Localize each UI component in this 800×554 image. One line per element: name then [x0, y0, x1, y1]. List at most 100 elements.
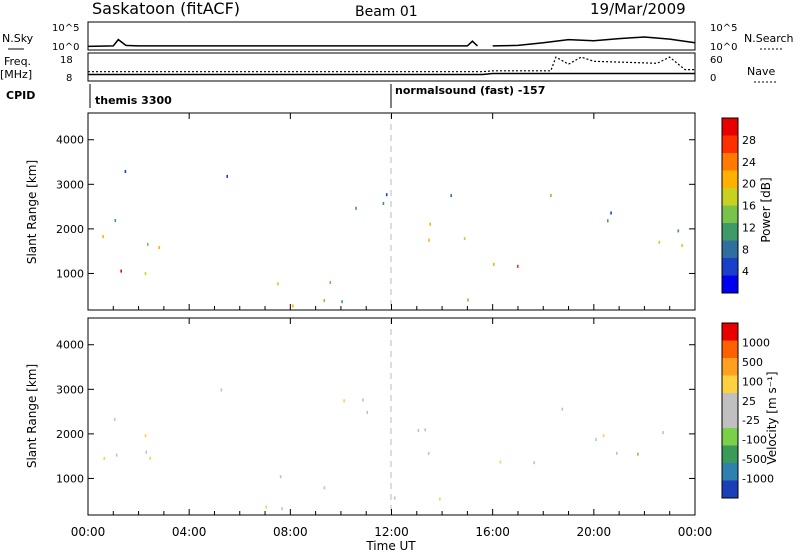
colorbar-segment — [722, 223, 738, 241]
freq-tick-low: 8 — [66, 73, 72, 84]
heatmap-cell — [662, 431, 664, 435]
velocity-y-label: Slant Range [km] — [25, 364, 39, 468]
velocity-panel: 1000 2000 3000 4000 Slant Range [km] 1000 50… — [25, 317, 779, 516]
heatmap-cell — [595, 438, 597, 442]
cpid-label: CPID — [6, 89, 35, 102]
cpid-entry-themis: themis 3300 — [95, 94, 172, 107]
colorbar-tick-label: 100 — [742, 375, 763, 388]
heatmap-cell — [343, 399, 345, 403]
colorbar-tick-label: 24 — [742, 156, 756, 169]
colorbar-tick-label: 20 — [742, 178, 756, 191]
colorbar-segment — [722, 275, 738, 294]
heatmap-cell — [292, 304, 294, 308]
y-tick-label: 2000 — [56, 428, 84, 441]
x-axis-label: Time UT — [365, 539, 416, 553]
heatmap-cell — [114, 219, 117, 222]
heatmap-cell — [429, 222, 431, 226]
heatmap-cell — [517, 264, 519, 268]
heatmap-cell — [439, 497, 441, 501]
heatmap-cell — [467, 298, 469, 302]
colorbar-segment — [722, 258, 738, 276]
heatmap-cell — [450, 194, 452, 198]
station-title: Saskatoon (fitACF) — [92, 0, 240, 18]
n-search-tick-low: 10^0 — [710, 42, 737, 53]
power-colorbar: 28 24 20 16 12 8 4 — [721, 117, 756, 294]
nave-tick-low: 0 — [710, 73, 716, 84]
heatmap-cell — [124, 170, 127, 173]
colorbar-tick-label: 1000 — [742, 336, 770, 349]
colorbar-segment — [722, 135, 738, 154]
heatmap-cell — [493, 262, 495, 266]
heatmap-cell — [610, 211, 612, 215]
heatmap-cell — [681, 244, 683, 247]
y-tick-label: 1000 — [56, 472, 84, 485]
heatmap-cell — [145, 450, 148, 454]
freq-tick-high: 18 — [60, 55, 73, 66]
x-tick-label: 04:00 — [172, 525, 207, 539]
sky-noise-panel: N.Sky 10^5 10^0 10^5 10^0 N.Search — [2, 21, 794, 53]
velocity-colorbar: 1000 500 100 25 -25 -100 -500 -1000 — [721, 322, 774, 499]
heatmap-cell — [417, 428, 420, 432]
power-colorbar-label: Power [dB] — [759, 177, 773, 242]
colorbar-tick-label: -25 — [742, 414, 760, 427]
heatmap-cell — [677, 229, 680, 233]
nave-series-line — [88, 56, 695, 73]
heatmap-cell — [323, 299, 326, 303]
frequency-series-line — [88, 72, 695, 76]
power-heatmap-cells — [102, 170, 683, 308]
heatmap-cell — [277, 282, 279, 286]
colorbar-segment — [722, 323, 738, 341]
colorbar-segment — [722, 240, 738, 259]
colorbar-segment — [722, 118, 738, 136]
heatmap-cell — [427, 451, 430, 455]
heatmap-cell — [102, 235, 104, 239]
heatmap-cell — [424, 428, 426, 432]
heatmap-cell — [144, 272, 147, 276]
colorbar-segment — [722, 205, 738, 224]
colorbar-segment — [722, 153, 738, 171]
colorbar-tick-label: 8 — [742, 243, 749, 256]
nave-tick-high: 60 — [710, 55, 723, 66]
colorbar-segment — [722, 188, 738, 206]
colorbar-segment — [722, 445, 738, 464]
heatmap-cell — [393, 496, 396, 500]
heatmap-cell — [533, 461, 535, 465]
y-tick-label: 1000 — [56, 267, 84, 280]
n-sky-series-line — [87, 36, 696, 48]
colorbar-segment — [722, 170, 738, 189]
colorbar-frame — [721, 117, 739, 294]
colorbar-segment — [722, 428, 738, 446]
heatmap-cell — [329, 281, 332, 284]
heatmap-cell — [658, 240, 661, 244]
n-sky-tick-low: 10^0 — [52, 42, 79, 53]
heatmap-cell — [607, 219, 609, 223]
y-tick-label: 4000 — [56, 339, 84, 352]
heatmap-cell — [147, 242, 149, 246]
heatmap-cell — [279, 475, 282, 479]
cpid-entry-normalsound: normalsound (fast) -157 — [395, 84, 545, 97]
n-search-tick-high: 10^5 — [710, 23, 737, 34]
n-sky-label: N.Sky — [2, 32, 34, 45]
date-label: 19/Mar/2009 — [590, 0, 686, 18]
colorbar-tick-label: 500 — [742, 356, 763, 369]
colorbar-tick-label: -500 — [742, 453, 767, 466]
time-axis-ticks: 00:00 04:00 08:00 12:00 16:00 20:00 00:00 — [71, 113, 713, 539]
heatmap-cell — [149, 456, 151, 460]
colorbar-segment — [722, 393, 738, 411]
heatmap-cell — [144, 434, 147, 438]
colorbar-segment — [722, 463, 738, 481]
x-tick-label: 00:00 — [678, 525, 713, 539]
colorbar-tick-label: 4 — [742, 265, 749, 278]
heatmap-cell — [602, 434, 605, 438]
y-tick-label: 3000 — [56, 383, 84, 396]
freq-unit-label: [MHz] — [0, 68, 32, 81]
heatmap-cell — [323, 486, 326, 490]
power-y-ticks: 1000 2000 3000 4000 — [56, 134, 695, 280]
heatmap-cell — [561, 407, 564, 411]
colorbar-segment — [722, 358, 738, 376]
power-y-label: Slant Range [km] — [25, 160, 39, 264]
heatmap-cell — [265, 505, 267, 509]
y-tick-label: 4000 — [56, 134, 84, 147]
power-panel: 1000 2000 3000 4000 Slant Range [km] 28 24 20… — [25, 112, 773, 311]
